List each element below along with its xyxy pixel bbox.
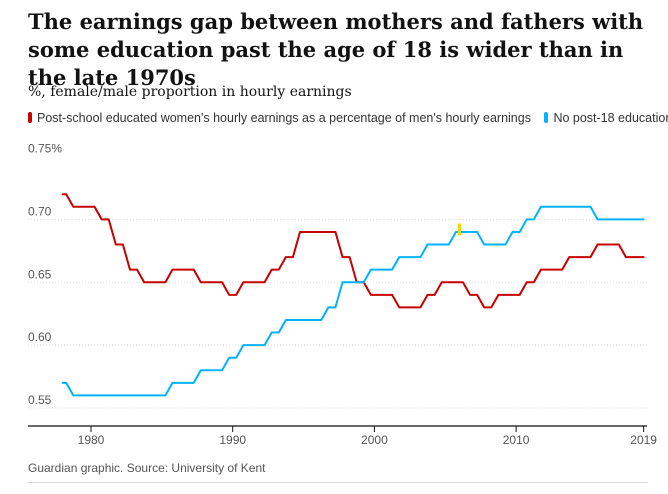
x-tick-label: 1990 bbox=[219, 433, 246, 447]
series-line-no-post18 bbox=[61, 205, 645, 397]
y-tick-label: 0.65 bbox=[28, 267, 52, 281]
bottom-divider bbox=[28, 482, 648, 483]
y-tick-label: 0.60 bbox=[28, 330, 52, 344]
y-tick-label: 0.55 bbox=[28, 393, 52, 407]
legend-label-no-post18: No post-18 education bbox=[553, 111, 668, 125]
y-tick-label: 0.70 bbox=[28, 204, 52, 218]
x-axis: 1980 1990 2000 2010 2019 bbox=[28, 425, 657, 447]
legend-item-educated: Post-school educated women's hourly earn… bbox=[28, 111, 531, 125]
legend-label-educated: Post-school educated women's hourly earn… bbox=[37, 111, 531, 125]
y-tick-label: 0.75% bbox=[28, 142, 62, 156]
y-axis-ticks: 0.75% 0.70 0.65 0.60 0.55 bbox=[28, 142, 62, 408]
chart-unit-label: %, female/male proportion in hourly earn… bbox=[28, 84, 352, 100]
highlight-marker-group bbox=[457, 223, 461, 236]
x-tick-label: 2010 bbox=[503, 433, 530, 447]
x-tick-label: 2019 bbox=[630, 433, 657, 447]
x-tick-label: 1980 bbox=[78, 433, 105, 447]
legend: Post-school educated women's hourly earn… bbox=[28, 111, 668, 125]
source-note: Guardian graphic. Source: University of … bbox=[28, 461, 266, 475]
legend-swatch-no-post18 bbox=[544, 112, 549, 123]
chart-title: The earnings gap between mothers and fat… bbox=[28, 9, 644, 90]
series-lines bbox=[61, 193, 645, 397]
legend-item-no-post18: No post-18 education bbox=[544, 111, 668, 125]
gridlines bbox=[28, 218, 647, 409]
legend-swatch-educated bbox=[28, 112, 32, 123]
series-line-educated bbox=[61, 193, 645, 309]
x-tick-label: 2000 bbox=[361, 433, 388, 447]
highlight-marker bbox=[457, 223, 461, 236]
